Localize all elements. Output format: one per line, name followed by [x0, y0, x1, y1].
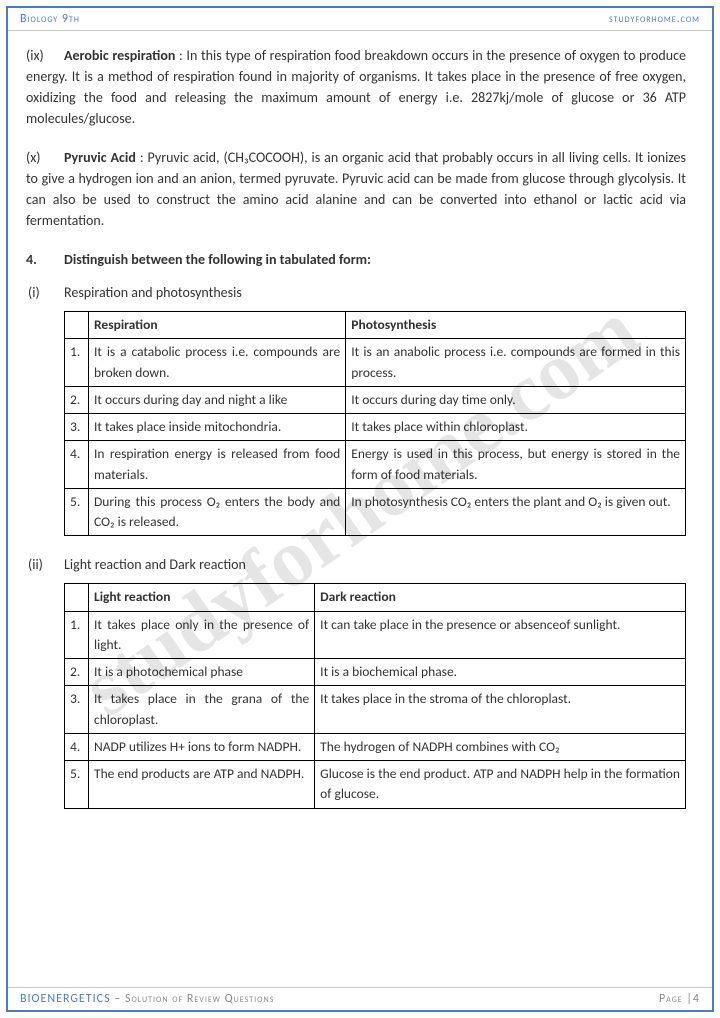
- cell-b: It occurs during day time only.: [346, 386, 686, 413]
- sub-title: Respiration and photosynthesis: [64, 282, 242, 303]
- sub-title: Light reaction and Dark reaction: [64, 554, 246, 575]
- cell-b: It takes place within chloroplast.: [346, 414, 686, 441]
- table-respiration-photosynthesis: RespirationPhotosynthesis 1.It is a cata…: [64, 311, 686, 536]
- cell-num: 2.: [65, 386, 89, 413]
- table-row: 2.It is a photochemical phaseIt is a bio…: [65, 659, 686, 686]
- table-row: 3.It takes place inside mitochondria.It …: [65, 414, 686, 441]
- cell-num: 1.: [65, 339, 89, 387]
- page-frame: studyforhome.com Biology 9th studyforhom…: [6, 6, 714, 1012]
- def-num: (x): [26, 147, 64, 168]
- cell-num: 5.: [65, 761, 89, 809]
- cell-b: It takes place in the stroma of the chlo…: [315, 686, 686, 734]
- cell-b: Energy is used in this process, but ener…: [346, 441, 686, 489]
- sub-num: (i): [26, 282, 64, 303]
- cell-b: It is a biochemical phase.: [315, 659, 686, 686]
- table-row: 4.NADP utilizes H+ ions to form NADPH.Th…: [65, 733, 686, 760]
- table-row: 2.It occurs during day and night a likeI…: [65, 386, 686, 413]
- cell-a: It occurs during day and night a like: [89, 386, 346, 413]
- cell-a: In respiration energy is released from f…: [89, 441, 346, 489]
- def-num: (ix): [26, 45, 64, 66]
- footer-sub: – Solution of Review Questions: [111, 992, 275, 1006]
- q-num: 4.: [26, 249, 64, 270]
- cell-a: The end products are ATP and NADPH.: [89, 761, 315, 809]
- footer-title: BIOENERGETICS: [20, 992, 111, 1006]
- cell-a: It is a catabolic process i.e. compounds…: [89, 339, 346, 387]
- subpart-i: (i) Respiration and photosynthesis: [26, 282, 686, 303]
- cell-num: 4.: [65, 441, 89, 489]
- th-col1: Respiration: [89, 312, 346, 339]
- table-row: 3.It takes place in the grana of the chl…: [65, 686, 686, 734]
- footer-page: Page |4: [659, 992, 700, 1006]
- th-blank: [65, 312, 89, 339]
- cell-num: 4.: [65, 733, 89, 760]
- cell-a: NADP utilizes H+ ions to form NADPH.: [89, 733, 315, 760]
- cell-num: 3.: [65, 414, 89, 441]
- footer-left: BIOENERGETICS – Solution of Review Quest…: [20, 992, 274, 1006]
- cell-a: During this process O₂ enters the body a…: [89, 488, 346, 536]
- subpart-ii: (ii) Light reaction and Dark reaction: [26, 554, 686, 575]
- cell-a: It takes place in the grana of the chlor…: [89, 686, 315, 734]
- table-row: 1.It is a catabolic process i.e. compoun…: [65, 339, 686, 387]
- cell-num: 5.: [65, 488, 89, 536]
- header-left: Biology 9th: [20, 12, 80, 26]
- cell-num: 1.: [65, 611, 89, 659]
- q-text: Distinguish between the following in tab…: [64, 249, 371, 270]
- cell-b: The hydrogen of NADPH combines with CO₂: [315, 733, 686, 760]
- header-right: studyforhome.com: [609, 12, 700, 26]
- cell-num: 3.: [65, 686, 89, 734]
- th-col1: Light reaction: [89, 584, 315, 611]
- th-blank: [65, 584, 89, 611]
- cell-num: 2.: [65, 659, 89, 686]
- cell-a: It takes place inside mitochondria.: [89, 414, 346, 441]
- sub-num: (ii): [26, 554, 64, 575]
- cell-a: It takes place only in the presence of l…: [89, 611, 315, 659]
- th-col2: Photosynthesis: [346, 312, 686, 339]
- page-header: Biology 9th studyforhome.com: [8, 8, 712, 31]
- table-row: 1.It takes place only in the presence of…: [65, 611, 686, 659]
- cell-a: It is a photochemical phase: [89, 659, 315, 686]
- table-light-dark-reaction: Light reactionDark reaction 1.It takes p…: [64, 583, 686, 808]
- definition-ix: (ix)Aerobic respiration : In this type o…: [26, 45, 686, 129]
- table-row: 5.The end products are ATP and NADPH.Glu…: [65, 761, 686, 809]
- question-4: 4. Distinguish between the following in …: [26, 249, 686, 270]
- th-col2: Dark reaction: [315, 584, 686, 611]
- cell-b: It is an anabolic process i.e. compounds…: [346, 339, 686, 387]
- def-term: Pyruvic Acid: [64, 149, 136, 166]
- def-term: Aerobic respiration: [64, 47, 175, 64]
- page-content: (ix)Aerobic respiration : In this type o…: [8, 31, 712, 837]
- page-footer: BIOENERGETICS – Solution of Review Quest…: [8, 987, 712, 1010]
- cell-b: Glucose is the end product. ATP and NADP…: [315, 761, 686, 809]
- cell-b: In photosynthesis CO₂ enters the plant a…: [346, 488, 686, 536]
- cell-b: It can take place in the presence or abs…: [315, 611, 686, 659]
- definition-x: (x)Pyruvic Acid : Pyruvic acid, (CH₃COCO…: [26, 147, 686, 231]
- table-row: 5.During this process O₂ enters the body…: [65, 488, 686, 536]
- table-row: 4.In respiration energy is released from…: [65, 441, 686, 489]
